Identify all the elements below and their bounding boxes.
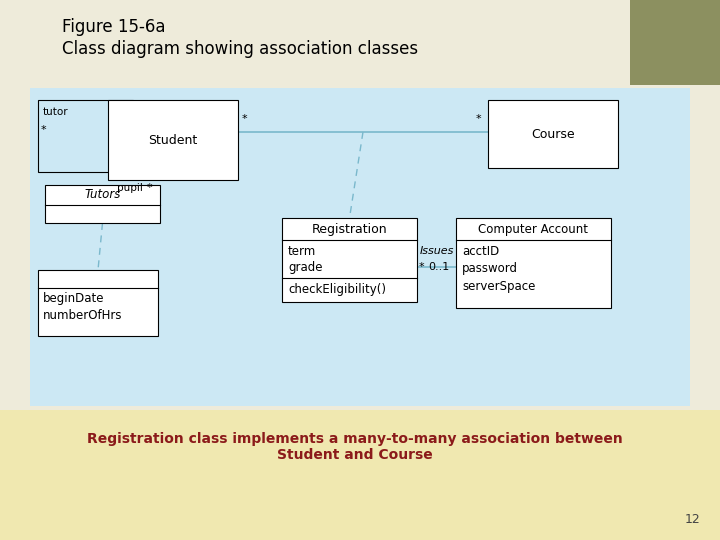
- Text: Course: Course: [531, 127, 575, 140]
- Text: Registration class implements a many-to-many association between
Student and Cou: Registration class implements a many-to-…: [87, 432, 623, 462]
- Text: Issues: Issues: [420, 246, 454, 256]
- Text: Student: Student: [148, 133, 197, 146]
- Text: numberOfHrs: numberOfHrs: [43, 309, 122, 322]
- FancyBboxPatch shape: [108, 100, 238, 180]
- Text: Class diagram showing association classes: Class diagram showing association classe…: [62, 40, 418, 58]
- Text: Registration: Registration: [312, 222, 387, 235]
- Text: grade: grade: [288, 261, 323, 274]
- Text: 0..1: 0..1: [428, 262, 449, 272]
- Text: checkEligibility(): checkEligibility(): [288, 283, 386, 296]
- Text: acctID: acctID: [462, 245, 499, 258]
- Text: *: *: [419, 262, 425, 272]
- FancyBboxPatch shape: [0, 410, 720, 540]
- Text: 12: 12: [684, 513, 700, 526]
- Text: tutor: tutor: [42, 107, 68, 117]
- FancyBboxPatch shape: [0, 0, 630, 85]
- Text: Tutors: Tutors: [84, 188, 121, 201]
- FancyBboxPatch shape: [456, 218, 611, 308]
- Text: *: *: [242, 114, 248, 124]
- Text: beginDate: beginDate: [43, 292, 104, 305]
- FancyBboxPatch shape: [488, 100, 618, 168]
- FancyBboxPatch shape: [282, 218, 417, 302]
- FancyBboxPatch shape: [38, 100, 133, 172]
- Text: term: term: [288, 245, 316, 258]
- Text: *: *: [41, 125, 47, 135]
- Text: serverSpace: serverSpace: [462, 280, 536, 293]
- Text: pupil: pupil: [117, 183, 143, 193]
- Text: Figure 15-6a: Figure 15-6a: [62, 18, 166, 36]
- Text: *: *: [147, 183, 153, 193]
- FancyBboxPatch shape: [630, 0, 720, 85]
- FancyBboxPatch shape: [38, 270, 158, 336]
- Text: *: *: [476, 114, 482, 124]
- FancyBboxPatch shape: [45, 185, 160, 223]
- Text: Computer Account: Computer Account: [479, 222, 588, 235]
- FancyBboxPatch shape: [30, 88, 690, 406]
- Text: password: password: [462, 262, 518, 275]
